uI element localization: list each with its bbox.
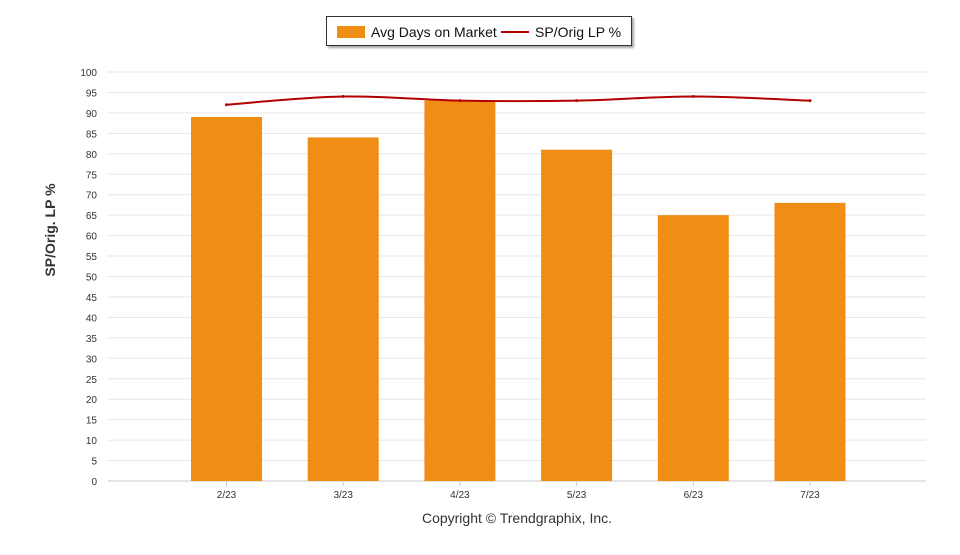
legend-line-swatch bbox=[501, 31, 529, 33]
y-tick-label: 90 bbox=[86, 109, 98, 120]
x-tick-label: 5/23 bbox=[567, 490, 587, 501]
y-tick-label: 20 bbox=[86, 395, 98, 406]
bar bbox=[774, 202, 846, 481]
x-tick-label: 4/23 bbox=[450, 490, 470, 501]
legend-label-line: SP/Orig LP % bbox=[535, 24, 622, 40]
y-tick-label: 80 bbox=[86, 150, 98, 161]
x-tick-label: 3/23 bbox=[333, 490, 353, 501]
y-tick-label: 75 bbox=[86, 170, 98, 181]
line-series bbox=[225, 95, 812, 107]
y-tick-label: 35 bbox=[86, 334, 98, 345]
y-tick-label: 65 bbox=[86, 211, 98, 222]
line-point bbox=[575, 99, 579, 103]
bar bbox=[657, 215, 729, 481]
x-tick-label: 7/23 bbox=[800, 490, 820, 501]
y-tick-label: 25 bbox=[86, 375, 98, 386]
y-tick-label: 10 bbox=[86, 436, 98, 447]
legend: Avg Days on Market SP/Orig LP % bbox=[326, 16, 632, 46]
legend-bar-swatch bbox=[337, 26, 365, 38]
y-tick-label: 95 bbox=[86, 88, 98, 99]
y-tick-label: 85 bbox=[86, 129, 98, 140]
y-axis-ticks: 0 5 10 15 20 25 30 35 40 45 50 55 60 65 70 75 80 85 90 95 10… bbox=[80, 68, 97, 488]
y-tick-label: 15 bbox=[86, 416, 98, 427]
y-tick-label: 30 bbox=[86, 354, 98, 365]
line-point bbox=[225, 103, 228, 107]
y-tick-label: 40 bbox=[86, 313, 98, 324]
bar bbox=[191, 116, 262, 482]
y-tick-label: 70 bbox=[86, 191, 98, 202]
y-tick-label: 0 bbox=[91, 477, 97, 488]
line-point bbox=[808, 99, 812, 103]
x-axis-ticks: 2/23 3/23 4/23 5/23 6/23 7/23 bbox=[217, 481, 820, 501]
legend-item-line: SP/Orig LP % bbox=[501, 17, 621, 47]
bar bbox=[541, 149, 613, 481]
legend-label-bar: Avg Days on Market bbox=[371, 24, 497, 40]
line-point bbox=[341, 95, 345, 99]
y-tick-label: 60 bbox=[86, 232, 98, 243]
sp-orig-lp-line bbox=[226, 95, 811, 106]
y-tick-label: 45 bbox=[86, 293, 98, 304]
bar bbox=[307, 137, 379, 481]
y-tick-label: 55 bbox=[86, 252, 98, 263]
bar bbox=[424, 100, 496, 481]
x-tick-label: 2/23 bbox=[217, 490, 237, 501]
y-tick-label: 50 bbox=[86, 273, 98, 284]
copyright-text: Copyright © Trendgraphix, Inc. bbox=[421, 510, 613, 526]
y-tick-label: 5 bbox=[91, 457, 97, 468]
line-point bbox=[458, 99, 462, 103]
y-tick-label: 100 bbox=[80, 68, 97, 79]
line-point bbox=[691, 95, 695, 99]
bar-series bbox=[191, 100, 846, 482]
legend-item-bar: Avg Days on Market bbox=[337, 17, 497, 47]
y-axis-label: SP/Orig. LP % bbox=[42, 183, 58, 277]
x-tick-label: 6/23 bbox=[684, 490, 704, 501]
